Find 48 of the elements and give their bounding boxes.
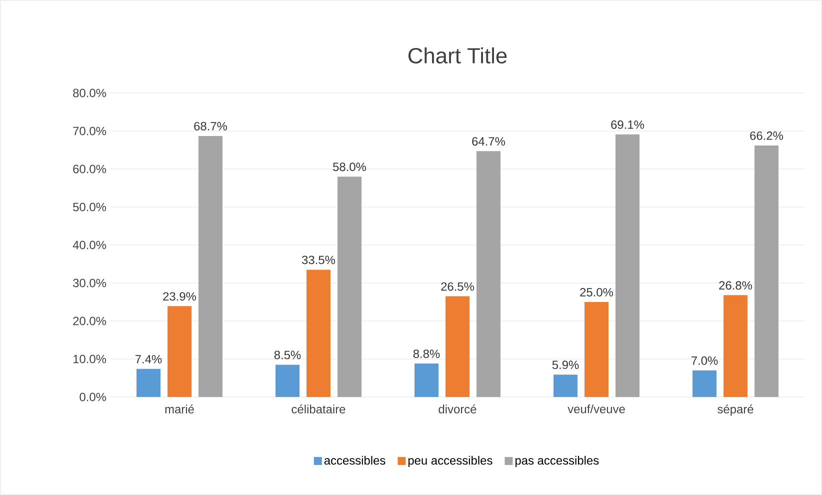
x-tick-label: séparé (718, 404, 754, 416)
bar (168, 306, 192, 397)
bar (306, 270, 331, 397)
data-label: 25.0% (580, 288, 614, 296)
x-tick-label: veuf/veuve (568, 404, 625, 414)
bar (754, 145, 779, 397)
y-tick-label: 20.0% (73, 316, 106, 326)
data-label: 66.2% (750, 131, 784, 140)
data-label: 33.5% (302, 256, 336, 264)
y-tick-label: 60.0% (73, 164, 106, 174)
data-label: 7.4% (135, 354, 162, 364)
bar (338, 176, 362, 397)
data-label: 26.8% (719, 281, 752, 290)
y-tick-label: 30.0% (73, 278, 106, 288)
data-label: 7.0% (691, 356, 718, 365)
data-label: 64.7% (472, 137, 506, 146)
data-label: 5.9% (552, 360, 579, 370)
x-tick-label: célibataire (292, 404, 346, 414)
y-tick-label: 70.0% (73, 126, 106, 136)
y-tick-label: 0.0% (80, 392, 106, 402)
legend-label: pas accessibles (515, 456, 599, 468)
chart-title: Chart Title (408, 47, 507, 64)
data-label: 26.5% (441, 282, 474, 291)
x-tick-label: marié (165, 404, 194, 414)
bar (476, 151, 501, 397)
bar (198, 136, 222, 397)
x-tick-label: divorcé (438, 404, 476, 414)
data-label: 69.1% (611, 120, 644, 129)
data-label: 58.0% (333, 162, 366, 172)
legend-label: accessibles (324, 456, 386, 465)
data-label: 8.8% (413, 350, 440, 358)
y-tick-label: 40.0% (72, 240, 106, 250)
bar (584, 302, 609, 397)
bar (136, 368, 160, 397)
data-label: 8.5% (274, 350, 301, 360)
y-tick-label: 80.0% (73, 88, 106, 98)
bar (692, 370, 717, 397)
legend-label: peu accessibles (408, 456, 492, 468)
bar (554, 374, 578, 397)
data-label: 23.9% (163, 292, 196, 301)
bar (446, 296, 470, 397)
y-tick-label: 50.0% (73, 202, 106, 212)
y-tick-label: 10.0% (73, 354, 106, 364)
bar (616, 134, 640, 397)
bar (276, 364, 300, 397)
bar (414, 364, 439, 397)
bar (724, 295, 748, 397)
data-label: 68.7% (194, 122, 228, 130)
